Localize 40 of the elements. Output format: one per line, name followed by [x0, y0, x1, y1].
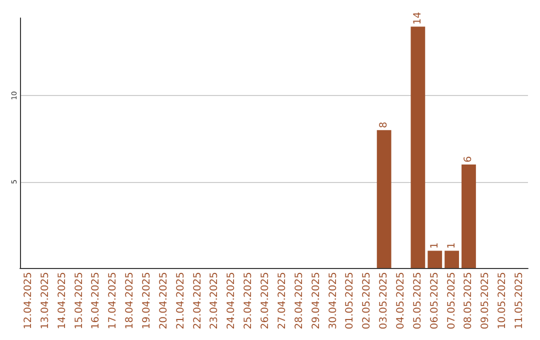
x-tick-label: 20.04.2025 [158, 272, 170, 330]
x-tick-label: 17.04.2025 [108, 272, 119, 330]
x-tick-label: 05.05.2025 [412, 272, 424, 330]
x-tick-label: 28.04.2025 [294, 272, 305, 330]
x-tick-label: 04.05.2025 [396, 272, 406, 330]
x-tick-label: 10.05.2025 [497, 272, 508, 330]
x-tick-label: 22.04.2025 [192, 272, 204, 330]
x-tick-label: 09.05.2025 [480, 272, 492, 330]
data-label: 14 [412, 12, 424, 25]
x-tick-label: 14.04.2025 [56, 272, 68, 330]
data-label: 8 [378, 122, 390, 128]
x-tick-label: 03.05.2025 [378, 272, 390, 330]
x-tick-label: 06.05.2025 [429, 272, 440, 330]
x-tick-label: 30.04.2025 [328, 272, 339, 330]
bar [444, 250, 459, 268]
x-tick-label: 26.04.2025 [260, 272, 272, 330]
x-tick-label: 13.04.2025 [40, 272, 51, 330]
x-tick-label: 25.04.2025 [243, 272, 254, 330]
bar [410, 26, 426, 268]
x-tick-label: 02.05.2025 [362, 272, 373, 330]
x-tick-label: 11.05.2025 [514, 272, 526, 330]
data-label: 6 [463, 156, 474, 163]
x-tick-label: 12.04.2025 [22, 272, 34, 330]
bar [428, 250, 442, 268]
bar [376, 130, 392, 268]
x-tick-label: 19.04.2025 [142, 272, 152, 330]
x-tick-label: 08.05.2025 [463, 272, 474, 330]
x-tick-label: 16.04.2025 [90, 272, 102, 330]
data-label: 1 [446, 242, 458, 249]
bar [462, 164, 476, 268]
x-tick-label: 18.04.2025 [124, 272, 136, 330]
x-tick-label: 23.04.2025 [209, 272, 220, 330]
x-tick-label: 27.04.2025 [276, 272, 288, 330]
x-tick-label: 29.04.2025 [310, 272, 322, 330]
x-tick-label: 07.05.2025 [446, 272, 458, 330]
x-tick-label: 24.04.2025 [226, 272, 238, 330]
x-tick-label: 15.04.2025 [74, 272, 85, 330]
x-tick-label: 21.04.2025 [175, 272, 186, 330]
data-label: 1 [429, 242, 440, 249]
x-tick-label: 01.05.2025 [344, 272, 356, 330]
